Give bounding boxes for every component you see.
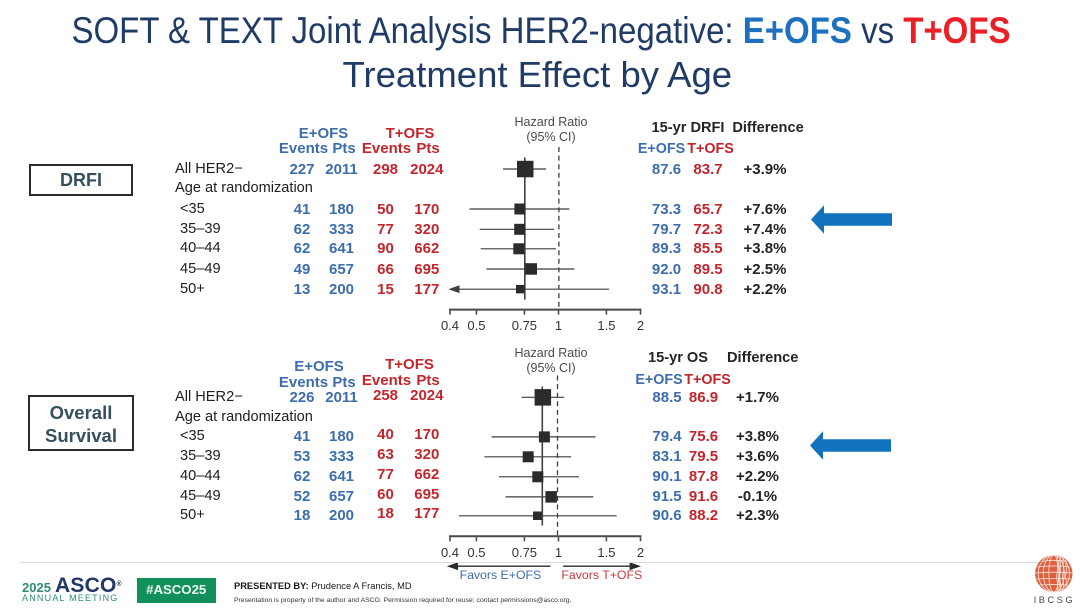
- svg-text:0.5: 0.5: [467, 318, 485, 333]
- svg-text:(95% CI): (95% CI): [526, 361, 575, 375]
- svg-text:IBCSG: IBCSG: [1034, 595, 1075, 605]
- svg-text:Favors E+OFS: Favors E+OFS: [460, 568, 542, 582]
- svg-text:2: 2: [637, 545, 644, 560]
- svg-text:0.4: 0.4: [441, 318, 459, 333]
- svg-text:Favors T+OFS: Favors T+OFS: [561, 568, 642, 582]
- svg-text:1: 1: [555, 318, 562, 333]
- svg-text:0.4: 0.4: [441, 545, 459, 560]
- svg-text:1.5: 1.5: [597, 318, 615, 333]
- svg-text:1.5: 1.5: [597, 545, 615, 560]
- svg-text:0.75: 0.75: [512, 545, 537, 560]
- svg-text:Hazard Ratio: Hazard Ratio: [515, 115, 588, 129]
- svg-text:Hazard Ratio: Hazard Ratio: [515, 346, 588, 360]
- svg-text:(95% CI): (95% CI): [526, 130, 575, 144]
- svg-text:0.75: 0.75: [512, 318, 537, 333]
- svg-text:1: 1: [555, 545, 562, 560]
- svg-text:0.5: 0.5: [467, 545, 485, 560]
- svg-text:2: 2: [637, 318, 644, 333]
